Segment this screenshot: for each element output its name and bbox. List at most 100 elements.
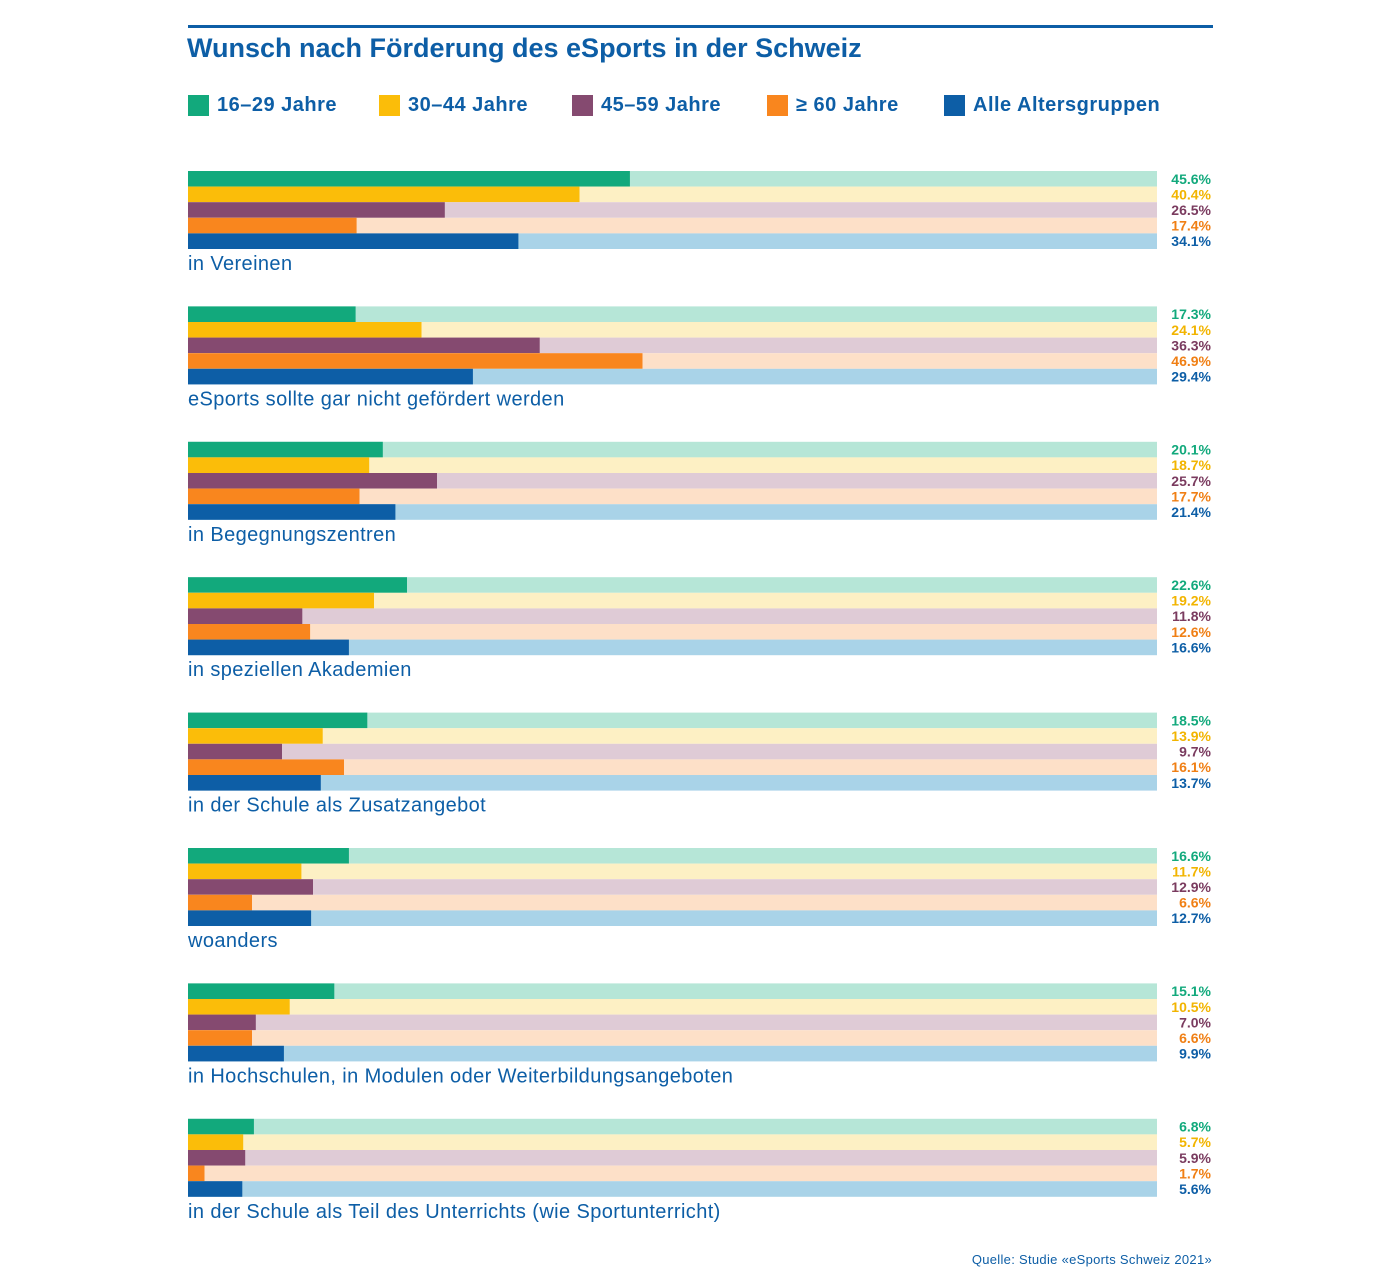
bar-alle-altersgruppen-5: [188, 775, 321, 791]
legend-swatch-60-plus: [767, 94, 788, 116]
value-label: 46.9%: [1171, 353, 1211, 369]
legend-label-all: Alle Altersgruppen: [973, 93, 1161, 116]
category-label: woanders: [187, 930, 278, 952]
value-label: 11.7%: [1172, 863, 1211, 879]
category-label: in der Schule als Zusatzangebot: [188, 795, 486, 817]
value-label: 9.9%: [1179, 1046, 1211, 1062]
category-label: in speziellen Akademien: [188, 659, 412, 681]
value-label: 6.6%: [1179, 895, 1211, 911]
value-label: 34.1%: [1171, 233, 1211, 249]
bar-group-in-begegnungszentren: 20.1%18.7%25.7%17.7%21.4% in Begegnungsze…: [188, 442, 1212, 546]
bar-group-esports-sollte-gar-nicht-gef-rdert-werden: 17.3%24.1%36.3%46.9%29.4% eSports sollte …: [188, 306, 1212, 410]
value-label: 20.1%: [1171, 442, 1211, 458]
value-label: 12.9%: [1171, 879, 1211, 895]
legend-swatch-30-44: [379, 94, 400, 116]
bar-16-29-jahre-8: [188, 1118, 254, 1135]
value-label: 17.4%: [1171, 218, 1211, 234]
bar-track: [188, 322, 1157, 338]
value-label: 16.6%: [1171, 639, 1211, 655]
value-label: 15.1%: [1171, 983, 1211, 999]
bar-track: [188, 608, 1157, 624]
bar-alle-altersgruppen-7: [188, 1045, 284, 1062]
legend-label-60-plus: ≥ 60 Jahre: [796, 93, 899, 116]
bar-track: [188, 488, 1157, 505]
bar-track: [188, 592, 1157, 609]
bar-16-29-jahre-1: [188, 171, 630, 187]
legend-swatch-45-59: [572, 94, 593, 116]
legend-item-16-29: 16–29 Jahre: [188, 91, 337, 119]
bar-30-44-jahre-7: [188, 999, 290, 1015]
category-label: in Vereinen: [188, 253, 292, 275]
value-label: 18.7%: [1171, 457, 1211, 473]
chart-title: Wunsch nach Förderung des eSports in der…: [187, 33, 862, 63]
value-label: 22.6%: [1171, 577, 1211, 593]
value-label: 12.6%: [1171, 624, 1211, 640]
bar-45-59-jahre-4: [188, 608, 303, 624]
value-label: 6.6%: [1179, 1030, 1211, 1046]
legend-item-all: Alle Altersgruppen: [944, 91, 1160, 119]
bar-track: [188, 1118, 1157, 1135]
bar-track: [188, 577, 1157, 593]
bar-60-jahre-1: [188, 217, 357, 234]
bar-track: [188, 1014, 1157, 1031]
value-label: 5.6%: [1179, 1181, 1211, 1197]
value-label: 5.9%: [1179, 1150, 1211, 1166]
value-label: 26.5%: [1171, 202, 1211, 218]
value-label: 1.7%: [1179, 1165, 1211, 1181]
bar-30-44-jahre-2: [188, 322, 422, 338]
legend-swatch-16-29: [188, 94, 209, 116]
bar-track: [188, 1134, 1157, 1150]
value-label: 16.6%: [1171, 848, 1211, 864]
bar-track: [188, 306, 1157, 322]
value-label: 13.9%: [1171, 728, 1211, 744]
bar-track: [188, 1030, 1157, 1046]
value-label: 13.7%: [1171, 775, 1211, 791]
bar-track: [188, 728, 1157, 744]
value-label: 24.1%: [1171, 322, 1211, 338]
bar-track: [188, 848, 1157, 864]
bar-16-29-jahre-5: [188, 712, 368, 729]
bar-track: [188, 879, 1157, 895]
bar-30-44-jahre-6: [188, 863, 302, 880]
bar-group-in-der-schule-als-zusatzangebot: 18.5%13.9%9.7%16.1%13.7% in der Schule al…: [188, 712, 1212, 817]
bar-track: [188, 1181, 1157, 1197]
value-label: 25.7%: [1171, 473, 1211, 489]
bar-16-29-jahre-7: [188, 983, 335, 999]
bar-60-jahre-7: [188, 1030, 252, 1046]
bar-track: [188, 759, 1157, 775]
bar-track: [188, 624, 1157, 640]
value-label: 17.7%: [1171, 488, 1211, 504]
bar-track: [188, 504, 1157, 520]
bar-track: [188, 1045, 1157, 1062]
bar-group-in-der-schule-als-teil-des-unterrichts-wie-sportunterricht: 6.8%5.7%5.9%1.7%5.6% in der Schule als Te…: [188, 1119, 1212, 1223]
value-label: 45.6%: [1171, 171, 1211, 187]
bar-track: [188, 441, 1157, 458]
value-label: 12.7%: [1171, 910, 1211, 926]
bar-60-jahre-2: [188, 353, 643, 369]
legend-item-45-59: 45–59 Jahre: [572, 91, 721, 119]
legend-label-30-44: 30–44 Jahre: [408, 93, 529, 116]
bar-track: [188, 999, 1157, 1015]
legend-item-60-plus: ≥ 60 Jahre: [767, 91, 899, 119]
value-label: 36.3%: [1171, 337, 1211, 353]
bar-45-59-jahre-7: [188, 1014, 256, 1031]
title-rule: [188, 25, 1213, 28]
bar-track: [188, 639, 1157, 656]
bar-30-44-jahre-4: [188, 592, 374, 609]
bar-track: [188, 775, 1157, 791]
bar-60-jahre-8: [188, 1165, 205, 1182]
bar-16-29-jahre-6: [188, 848, 349, 864]
value-label: 10.5%: [1171, 999, 1211, 1015]
bar-45-59-jahre-2: [188, 337, 540, 354]
bar-30-44-jahre-5: [188, 728, 323, 744]
value-label: 5.7%: [1179, 1134, 1211, 1150]
bar-group-woanders: 16.6%11.7%12.9%6.6%12.7% woanders: [187, 848, 1212, 952]
bar-60-jahre-5: [188, 759, 344, 775]
category-label: in der Schule als Teil des Unterrichts (…: [188, 1201, 721, 1223]
bar-alle-altersgruppen-1: [188, 233, 519, 249]
bar-track: [188, 743, 1157, 760]
bar-60-jahre-3: [188, 488, 360, 505]
bar-30-44-jahre-8: [188, 1134, 244, 1150]
bar-45-59-jahre-3: [188, 473, 437, 489]
